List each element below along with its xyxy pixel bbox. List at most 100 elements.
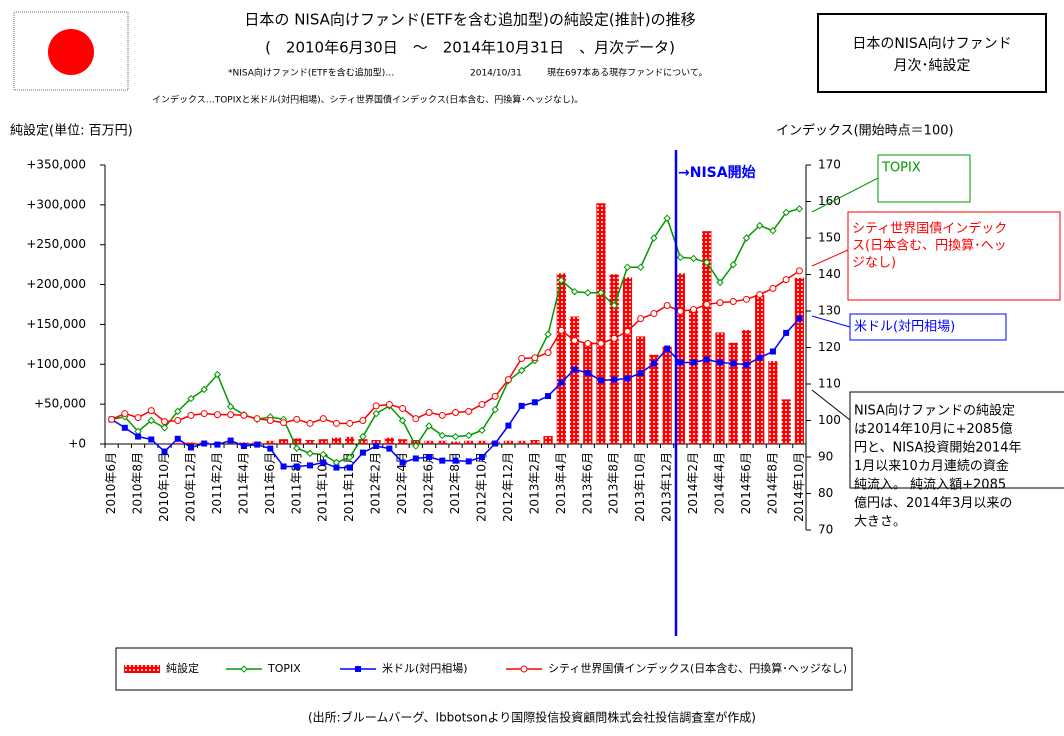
- bar: [622, 277, 633, 444]
- marker: [689, 254, 698, 263]
- y-tick-label: +0: [68, 437, 86, 451]
- x-tick-label: 2013年2月: [527, 452, 541, 514]
- y2-tick-label: 170: [818, 158, 841, 172]
- y2-tick-label: 80: [818, 486, 833, 500]
- marker: [597, 289, 605, 297]
- marker: [703, 356, 710, 363]
- marker: [518, 402, 525, 409]
- marker: [135, 433, 142, 440]
- y-tick-label: +200,000: [26, 277, 86, 291]
- bar: [331, 437, 342, 444]
- marker: [359, 449, 366, 456]
- marker: [174, 407, 182, 416]
- legend-label: TOPIX: [267, 662, 301, 675]
- marker: [517, 366, 526, 375]
- legend-label: シティ世界国債インデックス(日本含む、円換算･ヘッジなし): [548, 661, 847, 675]
- marker: [307, 462, 314, 469]
- y-tick-label: +150,000: [26, 317, 86, 331]
- marker: [769, 284, 777, 292]
- marker: [769, 348, 776, 355]
- y2-tick-label: 110: [818, 377, 841, 391]
- x-tick-label: 2012年6月: [422, 452, 436, 514]
- callout-text: NISA向けファンドの純設定: [854, 403, 1015, 419]
- bar: [464, 440, 474, 444]
- marker: [359, 432, 367, 441]
- marker: [161, 448, 168, 455]
- marker: [412, 455, 419, 462]
- marker: [147, 407, 155, 415]
- bar: [305, 440, 315, 444]
- marker: [505, 422, 512, 429]
- marker: [306, 419, 314, 427]
- marker: [425, 408, 433, 416]
- note: インデックス…TOPIXと米ドル(対円相場)、シティ世界国債インデックス(日本含…: [152, 94, 583, 106]
- annotation: →NISA開始: [678, 164, 756, 181]
- note: 2014/10/31: [470, 69, 522, 79]
- marker: [623, 327, 631, 335]
- marker: [121, 410, 129, 418]
- x-tick-label: 2010年12月: [183, 452, 197, 522]
- marker: [399, 459, 406, 466]
- x-tick-label: 2010年6月: [104, 452, 118, 514]
- marker: [544, 349, 552, 357]
- callout-text: 億円は、2014年3月以来の: [854, 495, 1012, 511]
- callout-text: は2014年10月に+2085億: [854, 421, 1013, 437]
- bar: [569, 316, 580, 444]
- bar: [226, 443, 236, 444]
- marker: [121, 424, 128, 431]
- marker: [795, 267, 803, 275]
- y2-tick-label: 140: [818, 267, 841, 281]
- marker: [319, 415, 327, 423]
- marker: [518, 354, 526, 362]
- callout-line: [811, 389, 851, 421]
- x-tick-label: 2012年4月: [395, 452, 409, 514]
- marker: [266, 417, 274, 424]
- x-tick-label: 2012年2月: [369, 452, 383, 514]
- callout-text: ス(日本含む、円換算･ヘッ: [852, 238, 1007, 254]
- marker: [676, 253, 685, 262]
- marker: [545, 393, 552, 400]
- callout-line: [811, 177, 879, 213]
- marker: [253, 415, 261, 423]
- bar: [477, 440, 487, 444]
- marker: [332, 419, 340, 427]
- bar: [675, 273, 685, 444]
- callout-text: 1月以来10カ月連続の資金: [854, 458, 1009, 474]
- x-tick-label: 2012年10月: [474, 452, 488, 522]
- bar: [781, 399, 791, 444]
- marker: [557, 276, 566, 285]
- marker: [729, 298, 737, 306]
- marker: [438, 431, 446, 440]
- callout-text: 円と、NISA投資開始2014年: [854, 440, 1022, 456]
- legend-label: 米ドル(対円相場): [382, 661, 468, 675]
- chart-title: 日本の NISA向けファンド(ETFを含む追加型)の純設定(推計)の推移: [244, 11, 695, 29]
- marker: [385, 400, 393, 408]
- y2-tick-label: 100: [818, 413, 841, 427]
- bar: [794, 277, 805, 444]
- box-title: 月次･純設定: [894, 58, 971, 74]
- marker: [359, 417, 367, 424]
- callout-text: 大きさ。: [854, 515, 906, 530]
- marker: [293, 463, 300, 470]
- marker: [742, 295, 750, 303]
- bar: [728, 342, 738, 444]
- source: (出所:ブルームバーグ、Ibbotsonより国際投信投資顧問株式会社投信調査室が…: [308, 710, 756, 725]
- marker: [584, 370, 591, 377]
- marker: [240, 665, 248, 673]
- marker: [742, 234, 751, 242]
- bar: [543, 436, 553, 444]
- bar: [702, 231, 712, 444]
- marker: [200, 385, 208, 394]
- bar: [173, 443, 183, 444]
- marker: [664, 345, 671, 352]
- y2-tick-label: 130: [818, 304, 841, 318]
- marker: [187, 411, 195, 419]
- marker: [571, 366, 578, 373]
- bar: [345, 436, 355, 444]
- x-tick-label: 2013年10月: [633, 452, 647, 522]
- marker: [531, 399, 538, 406]
- marker: [663, 302, 671, 310]
- marker: [280, 419, 288, 427]
- x-tick-label: 2014年4月: [713, 452, 727, 514]
- marker: [399, 404, 407, 412]
